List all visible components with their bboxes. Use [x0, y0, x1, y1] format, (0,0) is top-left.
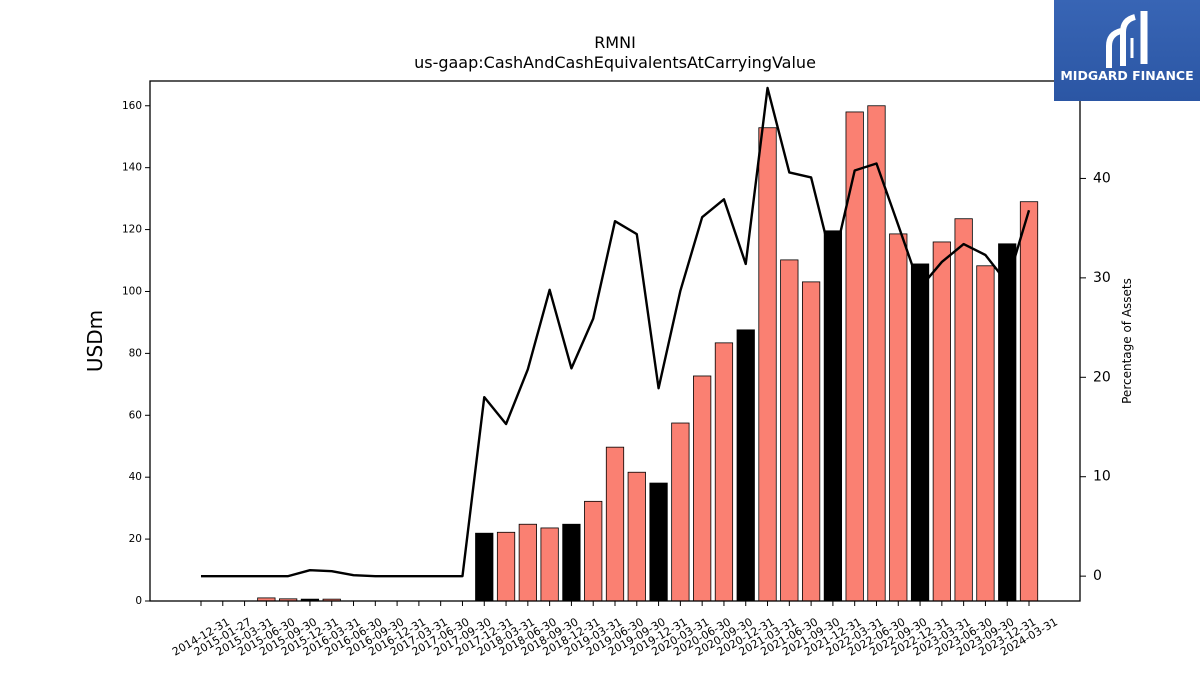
bar	[475, 532, 494, 602]
bar	[736, 329, 755, 602]
y2-tick-label: 20	[1093, 369, 1111, 385]
bar	[671, 422, 690, 602]
bar	[758, 127, 777, 602]
bar	[1019, 201, 1039, 602]
bar	[954, 218, 973, 602]
bar	[801, 281, 821, 602]
y-axis-right: 0 10 20 30 40	[1080, 170, 1111, 584]
percentage-line	[200, 86, 1031, 578]
y-tick-label: 0	[135, 595, 142, 607]
y2-tick-label: 0	[1093, 568, 1102, 584]
y-tick-label: 60	[129, 409, 142, 421]
bar	[910, 263, 930, 602]
bar	[823, 230, 843, 602]
y-tick-label: 100	[122, 285, 142, 297]
chart-title: RMNI	[594, 33, 636, 52]
y-tick-label: 80	[129, 347, 142, 359]
bar	[780, 259, 799, 602]
bar-series	[257, 105, 1039, 602]
y-tick-label: 20	[129, 533, 142, 545]
y-tick-label: 140	[122, 162, 142, 174]
bar	[649, 482, 668, 602]
y-tick-label: 120	[122, 224, 142, 236]
y2-tick-label: 40	[1093, 170, 1111, 186]
logo-text: MIDGARD FINANCE	[1060, 68, 1194, 83]
y-axis-left: 0 20 40 60 80 100 120 140 160	[122, 100, 150, 607]
line-series	[200, 86, 1031, 578]
x-axis: 2014-12-312015-01-272015-03-312015-06-30…	[170, 601, 1060, 659]
bar	[932, 241, 951, 602]
bar	[605, 446, 625, 602]
y-tick-label: 160	[122, 100, 142, 112]
bar	[540, 527, 559, 602]
bar	[845, 111, 864, 602]
bar	[584, 500, 603, 602]
bar	[889, 233, 908, 602]
y2-axis-label: Percentage of Assets	[1120, 278, 1134, 404]
chart-subtitle: us-gaap:CashAndCashEquivalentsAtCarrying…	[414, 53, 816, 72]
y2-tick-label: 30	[1093, 270, 1111, 286]
bar	[998, 243, 1017, 602]
bar	[627, 471, 646, 602]
bar	[693, 375, 712, 602]
bar	[496, 531, 516, 602]
y2-tick-label: 10	[1093, 469, 1111, 485]
y-axis-label: USDm	[83, 310, 107, 372]
bar	[976, 265, 995, 602]
midgard-m-icon	[1106, 11, 1148, 68]
bar	[562, 523, 581, 602]
midgard-finance-logo: MIDGARD FINANCE	[1054, 0, 1200, 101]
bar	[714, 342, 734, 602]
bar	[518, 523, 537, 602]
y-tick-label: 40	[129, 471, 142, 483]
